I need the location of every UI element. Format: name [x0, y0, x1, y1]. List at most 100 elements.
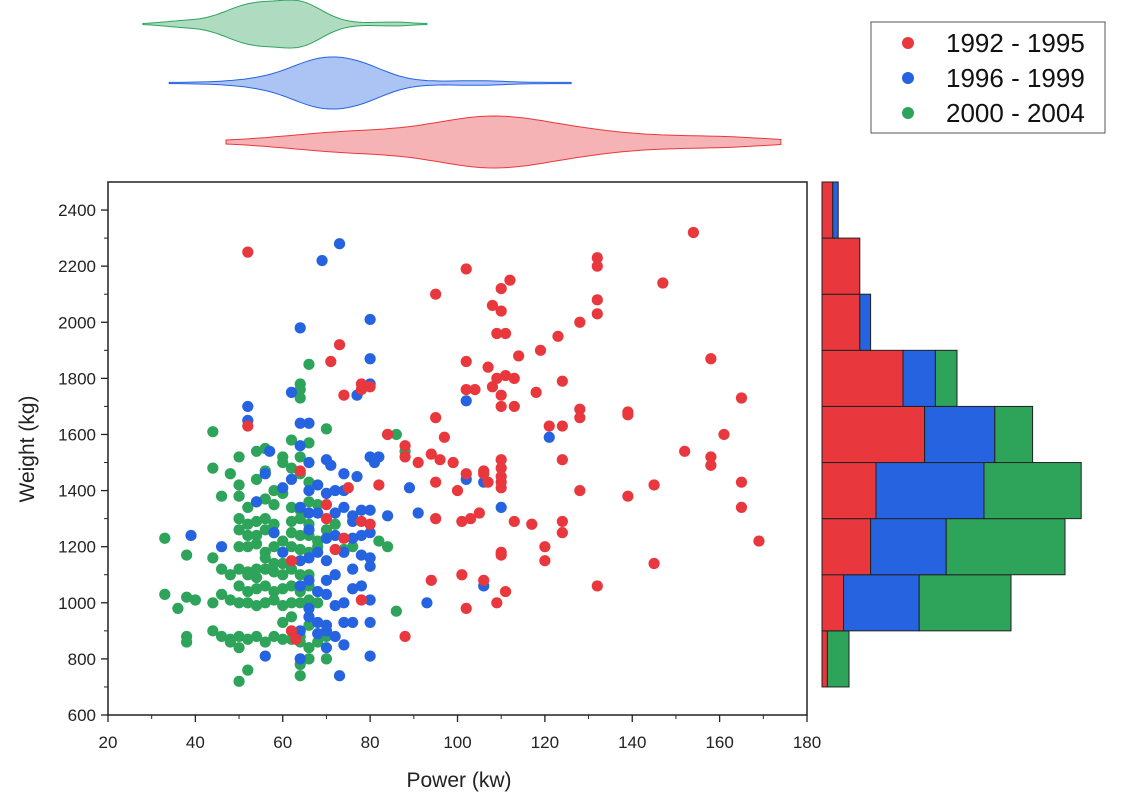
data-point	[259, 524, 271, 536]
data-point	[250, 571, 263, 584]
data-point	[250, 473, 263, 485]
histogram-bar	[843, 574, 920, 632]
data-point	[250, 529, 263, 542]
data-point	[591, 580, 603, 592]
data-point	[373, 479, 385, 491]
data-point	[338, 468, 350, 480]
data-point	[355, 594, 367, 606]
data-point	[320, 532, 333, 544]
data-point	[285, 434, 298, 446]
data-point	[303, 524, 315, 536]
y-tick-label: 1200	[58, 538, 96, 557]
data-point	[224, 636, 236, 648]
data-point	[215, 563, 228, 575]
data-point	[456, 569, 468, 581]
data-point	[482, 361, 494, 373]
data-point	[294, 543, 306, 556]
data-point	[364, 518, 376, 530]
data-point	[312, 507, 324, 519]
data-point	[320, 513, 333, 525]
data-point	[320, 524, 333, 536]
data-point	[486, 299, 499, 312]
data-point	[539, 555, 551, 567]
data-point	[355, 549, 367, 561]
data-point	[425, 574, 437, 586]
data-point	[290, 633, 302, 645]
data-point	[224, 569, 236, 581]
data-point	[735, 501, 748, 514]
plot-area	[107, 181, 808, 716]
data-point	[242, 420, 254, 432]
data-point	[242, 597, 254, 609]
data-point	[250, 563, 263, 575]
data-point	[491, 372, 503, 384]
x-tick-label: 160	[705, 733, 733, 752]
data-point	[181, 591, 193, 603]
data-point	[268, 585, 280, 598]
violin-1996-1999	[168, 56, 572, 110]
data-point	[181, 636, 193, 648]
data-point	[294, 465, 306, 477]
data-point	[189, 594, 201, 606]
y-tick-label: 800	[68, 650, 96, 669]
data-point	[312, 628, 324, 640]
data-point	[338, 616, 350, 629]
y-tick-label: 1400	[58, 482, 96, 501]
data-point	[530, 386, 542, 398]
y-axis-label: Weight (kg)	[16, 396, 39, 503]
legend-label-1996-1999: 1996 - 1999	[946, 63, 1085, 93]
data-point	[556, 420, 568, 432]
data-point	[250, 538, 263, 550]
data-point	[250, 583, 263, 595]
data-point	[285, 541, 298, 553]
data-point	[364, 527, 376, 539]
data-point	[233, 513, 245, 525]
data-point	[285, 462, 298, 474]
data-point	[735, 476, 748, 488]
data-point	[233, 597, 245, 609]
data-point	[495, 283, 507, 295]
histogram-bar	[821, 405, 926, 464]
histogram-bar	[918, 574, 1012, 632]
data-point	[526, 518, 538, 530]
data-point	[574, 484, 586, 497]
data-point	[320, 574, 333, 586]
data-point	[207, 552, 219, 564]
data-point	[421, 597, 433, 609]
data-point	[351, 470, 363, 483]
data-point	[368, 456, 381, 469]
data-point	[495, 389, 507, 401]
data-point	[486, 381, 499, 393]
data-point	[242, 585, 254, 598]
data-point	[277, 569, 289, 581]
y-tick-label: 1600	[58, 425, 96, 444]
data-point	[338, 389, 350, 401]
data-point	[303, 619, 315, 631]
data-point	[215, 630, 228, 643]
y-tick-label: 600	[68, 706, 96, 725]
data-point	[250, 630, 263, 643]
data-point	[268, 630, 280, 643]
data-point	[508, 400, 520, 413]
data-point	[303, 456, 315, 469]
data-point	[259, 597, 271, 609]
y-tick-label: 2400	[58, 201, 96, 220]
data-point	[233, 451, 245, 463]
data-point	[460, 395, 472, 407]
data-point	[382, 541, 394, 553]
data-point	[285, 625, 298, 637]
data-point	[499, 585, 512, 598]
data-point	[556, 454, 568, 466]
data-point	[622, 490, 634, 502]
data-point	[403, 482, 416, 494]
data-point	[425, 448, 437, 460]
data-point	[508, 515, 520, 528]
data-point	[207, 625, 219, 637]
data-point	[338, 546, 350, 558]
data-point	[390, 605, 402, 617]
legend-marker-2000-2004	[902, 107, 914, 119]
data-point	[347, 616, 359, 629]
histogram-bar	[983, 462, 1082, 520]
data-point	[364, 650, 376, 662]
